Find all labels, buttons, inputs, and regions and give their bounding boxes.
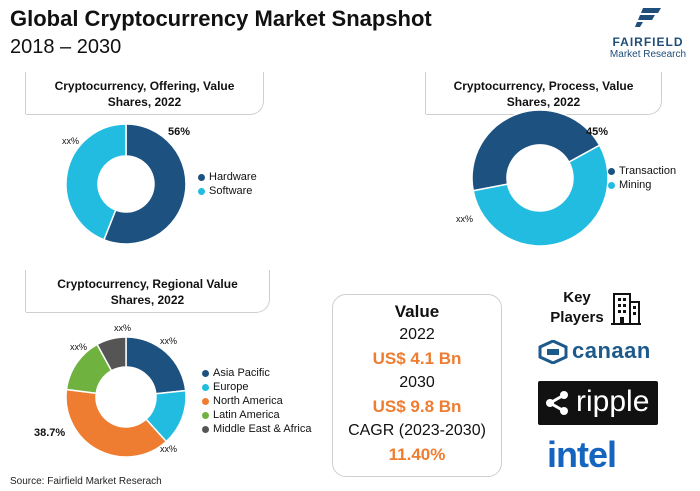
ripple-logo-icon: [546, 391, 568, 415]
source-note: Source: Fairfield Market Reserach: [10, 476, 162, 487]
regional-donut-chart: xx% xx% 38.7% xx% xx%: [34, 323, 187, 458]
regional-legend: Asia Pacific Europe North America Latin Ame…: [202, 366, 311, 436]
ripple-logo-text: ripple: [576, 385, 650, 418]
legend-item-mining: Mining: [608, 178, 676, 192]
legend-item-hardware: Hardware: [198, 170, 257, 184]
donut-slice-software: [65, 123, 127, 241]
page-subtitle: 2018 – 2030: [10, 36, 122, 58]
legend-label: Europe: [213, 381, 249, 393]
data-label-middle-east-africa: xx%: [114, 323, 131, 333]
data-label-north-america: 38.7%: [34, 427, 65, 439]
legend-item-software: Software: [198, 184, 257, 198]
key-players-title-line1: Key: [563, 289, 591, 306]
legend-label: Asia Pacific: [213, 367, 270, 379]
legend-item-transaction: Transaction: [608, 164, 676, 178]
ripple-logo: ripple: [538, 381, 658, 425]
legend-swatch: [198, 187, 205, 195]
legend-label: Latin America: [213, 409, 280, 421]
donut-slice-hardware: [102, 123, 187, 245]
data-label-europe: xx%: [160, 444, 177, 454]
legend-swatch: [202, 369, 209, 377]
logo-name: FAIRFIELD: [612, 35, 684, 49]
data-label-hardware: 56%: [168, 126, 190, 138]
data-label-transaction: 45%: [586, 126, 608, 138]
legend-item-middle-east-africa: Middle East & Africa: [202, 422, 311, 436]
data-label-mining: xx%: [456, 214, 473, 224]
value-box-title: Value: [394, 302, 440, 321]
donut-slice-transaction: [471, 109, 601, 192]
legend-item-asia-pacific: Asia Pacific: [202, 366, 311, 380]
offering-legend: Hardware Software: [198, 170, 257, 198]
legend-item-europe: Europe: [202, 380, 311, 394]
process-legend: Transaction Mining: [608, 164, 676, 192]
key-players-title-line2: Players: [550, 309, 604, 326]
fairfield-logo: FAIRFIELD Market Research: [600, 6, 696, 60]
legend-swatch: [202, 397, 209, 405]
legend-label: North America: [213, 395, 283, 407]
legend-swatch: [608, 167, 615, 175]
value-year-2022: 2022: [399, 326, 435, 343]
offering-chart-title: Cryptocurrency, Offering, Value Shares, …: [25, 72, 264, 115]
donut-slice-north-america: [65, 388, 168, 458]
fairfield-logo-icon: [635, 8, 661, 27]
process-chart-title: Cryptocurrency, Process, Value Shares, 2…: [425, 72, 662, 115]
data-label-software: xx%: [62, 136, 79, 146]
cagr-label: CAGR (2023-2030): [348, 422, 486, 439]
key-players-title: Key Players: [545, 288, 609, 328]
cagr-value: 11.40%: [388, 445, 446, 464]
intel-logo: intel: [547, 434, 617, 475]
offering-donut-chart: 56% xx%: [62, 123, 190, 245]
process-donut-chart: 45% xx%: [456, 109, 609, 247]
value-year-2030: 2030: [399, 374, 435, 391]
regional-chart-title: Cryptocurrency, Regional Value Shares, 2…: [25, 270, 270, 313]
value-amount-2030: US$ 9.8 Bn: [372, 397, 462, 416]
legend-swatch: [198, 173, 205, 181]
donut-slice-middle-east-africa: [96, 336, 127, 372]
legend-label: Middle East & Africa: [213, 423, 312, 435]
legend-swatch: [202, 411, 209, 419]
legend-label: Transaction: [619, 165, 677, 177]
data-label-asia-pacific: xx%: [160, 336, 177, 346]
canaan-logo-icon: [538, 340, 568, 364]
legend-swatch: [608, 181, 615, 189]
page-title: Global Cryptocurrency Market Snapshot: [10, 6, 432, 31]
canaan-logo-text: canaan: [572, 338, 651, 363]
legend-swatch: [202, 383, 209, 391]
building-icon: [611, 293, 641, 325]
legend-label: Hardware: [209, 171, 257, 183]
logo-tagline: Market Research: [609, 49, 687, 60]
legend-swatch: [202, 425, 209, 433]
legend-item-north-america: North America: [202, 394, 311, 408]
legend-label: Software: [209, 185, 253, 197]
value-amount-2022: US$ 4.1 Bn: [372, 349, 462, 368]
legend-item-latin-america: Latin America: [202, 408, 311, 422]
data-label-latin-america: xx%: [70, 342, 87, 352]
legend-label: Mining: [619, 179, 652, 191]
donut-slice-mining: [472, 144, 609, 247]
value-summary-box: Value 2022 US$ 4.1 Bn 2030 US$ 9.8 Bn CA…: [332, 294, 502, 477]
